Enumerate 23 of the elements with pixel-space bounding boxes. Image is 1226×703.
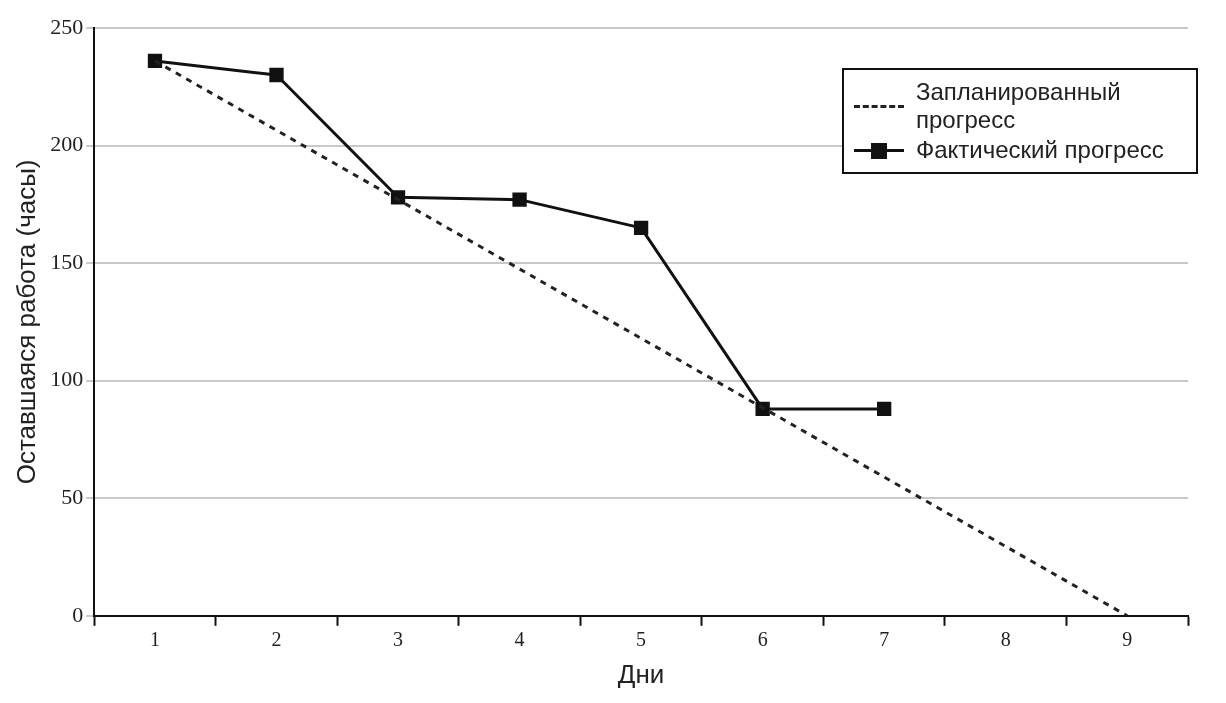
x-tick-label: 6 xyxy=(757,628,768,651)
x-tick-label: 2 xyxy=(271,628,282,651)
y-tick-label: 200 xyxy=(50,131,84,157)
x-tick-label: 1 xyxy=(149,628,160,651)
y-tick-label: 250 xyxy=(50,13,84,39)
x-tick-label: 3 xyxy=(393,628,404,651)
y-tick-label: 50 xyxy=(61,484,84,510)
x-tick-label: 7 xyxy=(879,628,890,651)
point xyxy=(877,401,892,417)
x-tick-label: 8 xyxy=(1000,628,1011,651)
x-tick-label: 5 xyxy=(636,628,647,651)
y-tick-label: 150 xyxy=(50,248,84,274)
legend-label: Фактический прогресс xyxy=(916,136,1165,164)
x-axis-title: Дни xyxy=(617,658,665,689)
y-tick-label: 0 xyxy=(72,601,84,627)
y-axis-title: Оставшаяся работа (часы) xyxy=(10,159,41,485)
legend-label: Запланированный прогресс xyxy=(916,78,1122,134)
x-tick-label: 4 xyxy=(514,628,525,651)
point xyxy=(512,192,527,207)
y-tick-label: 100 xyxy=(50,366,84,392)
point xyxy=(633,220,649,236)
x-tick-label: 9 xyxy=(1122,628,1133,651)
point xyxy=(269,67,284,83)
